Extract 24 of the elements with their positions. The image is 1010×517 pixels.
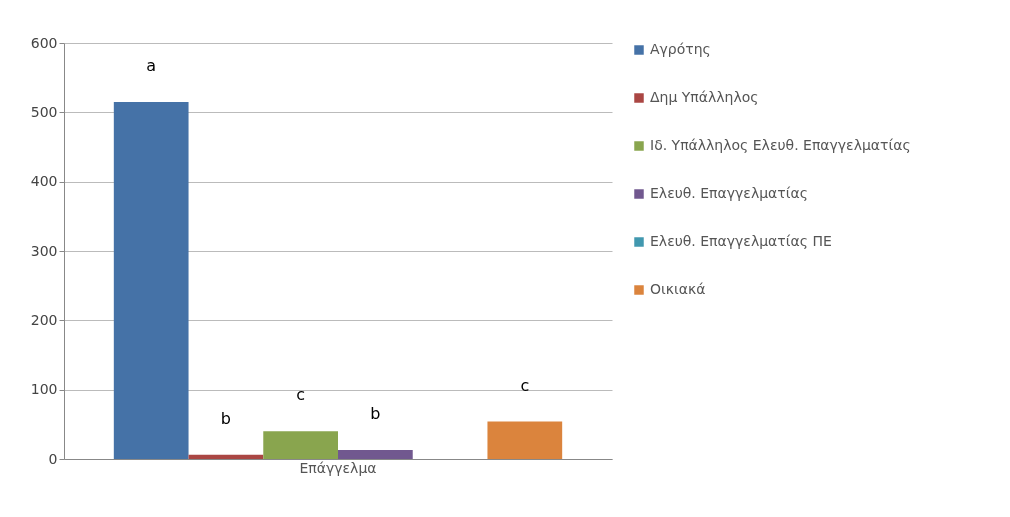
data-label: c — [296, 385, 306, 405]
legend-label: Αγρότης — [650, 41, 711, 57]
bar — [487, 421, 563, 459]
legend-label: Οικιακά — [650, 281, 706, 297]
y-tick-label: 600 — [30, 34, 58, 51]
data-label: b — [370, 403, 381, 423]
legend-label: Δημ Υπάλληλος — [650, 89, 759, 105]
legend-label: Ελευθ. Επαγγελματίας — [650, 185, 808, 201]
x-tick-label: Επάγγελμα — [299, 459, 377, 476]
y-tick-label: 100 — [30, 381, 58, 398]
bar — [263, 431, 338, 459]
y-tick-label: 500 — [30, 103, 58, 120]
bar — [338, 449, 413, 459]
legend-label: Ιδ. Υπάλληλος Ελευθ. Επαγγελματίας — [650, 137, 911, 153]
bar — [188, 454, 264, 459]
legend-label: Ελευθ. Επαγγελματίας ΠΕ — [650, 233, 832, 249]
y-tick-label: 0 — [48, 450, 58, 467]
y-tick-label: 300 — [30, 242, 58, 259]
y-tick-label: 400 — [30, 173, 58, 190]
y-tick-label: 200 — [30, 311, 58, 328]
data-label: a — [146, 55, 157, 75]
bar — [113, 101, 189, 459]
data-label: b — [220, 408, 231, 428]
data-label: c — [520, 375, 530, 395]
